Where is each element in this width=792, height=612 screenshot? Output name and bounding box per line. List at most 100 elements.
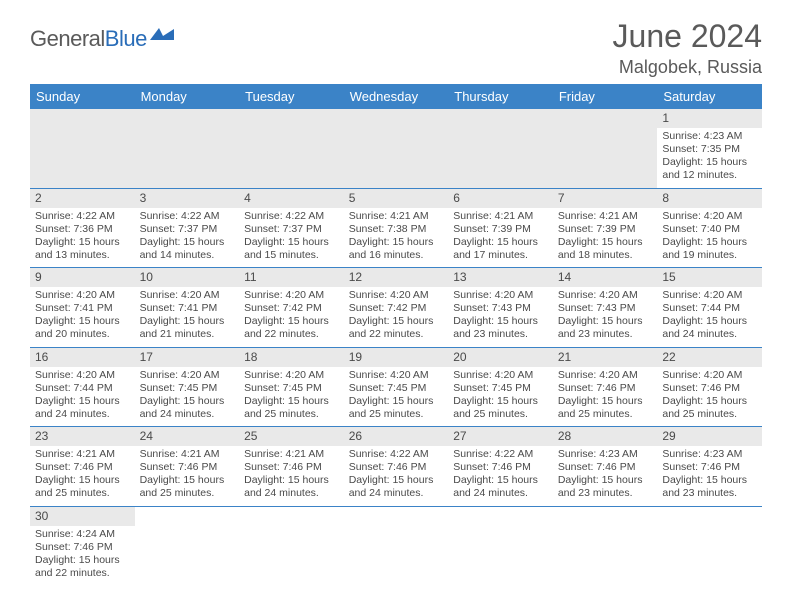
sunrise-line: Sunrise: 4:20 AM — [558, 369, 653, 382]
daylight-line: Daylight: 15 hours and 25 minutes. — [35, 474, 130, 500]
day-number: 12 — [344, 268, 449, 287]
daylight-line: Daylight: 15 hours and 20 minutes. — [35, 315, 130, 341]
sunrise-line: Sunrise: 4:21 AM — [558, 210, 653, 223]
calendar-cell: 30Sunrise: 4:24 AMSunset: 7:46 PMDayligh… — [30, 506, 135, 585]
daylight-line: Daylight: 15 hours and 14 minutes. — [140, 236, 235, 262]
sunrise-line: Sunrise: 4:21 AM — [349, 210, 444, 223]
day-number: 10 — [135, 268, 240, 287]
calendar-cell: 15Sunrise: 4:20 AMSunset: 7:44 PMDayligh… — [657, 268, 762, 348]
sunrise-line: Sunrise: 4:20 AM — [35, 369, 130, 382]
daylight-line: Daylight: 15 hours and 24 minutes. — [244, 474, 339, 500]
sunset-line: Sunset: 7:45 PM — [244, 382, 339, 395]
daylight-line: Daylight: 15 hours and 21 minutes. — [140, 315, 235, 341]
day-number: 2 — [30, 189, 135, 208]
brand-logo: GeneralBlue — [30, 26, 175, 52]
calendar-cell — [448, 109, 553, 188]
calendar-cell: 29Sunrise: 4:23 AMSunset: 7:46 PMDayligh… — [657, 427, 762, 507]
calendar-cell — [135, 506, 240, 585]
sunset-line: Sunset: 7:39 PM — [453, 223, 548, 236]
calendar-body: 1Sunrise: 4:23 AMSunset: 7:35 PMDaylight… — [30, 109, 762, 585]
sunset-line: Sunset: 7:38 PM — [349, 223, 444, 236]
sunset-line: Sunset: 7:36 PM — [35, 223, 130, 236]
calendar-page: GeneralBlue June 2024 Malgobek, Russia S… — [0, 0, 792, 595]
sunrise-line: Sunrise: 4:21 AM — [453, 210, 548, 223]
header-row: GeneralBlue June 2024 Malgobek, Russia — [30, 18, 762, 78]
sunset-line: Sunset: 7:42 PM — [349, 302, 444, 315]
sunrise-line: Sunrise: 4:20 AM — [140, 369, 235, 382]
day-number: 19 — [344, 348, 449, 367]
sunrise-line: Sunrise: 4:21 AM — [244, 448, 339, 461]
daylight-line: Daylight: 15 hours and 22 minutes. — [244, 315, 339, 341]
calendar-cell: 9Sunrise: 4:20 AMSunset: 7:41 PMDaylight… — [30, 268, 135, 348]
sunset-line: Sunset: 7:46 PM — [244, 461, 339, 474]
day-number: 13 — [448, 268, 553, 287]
calendar-cell: 11Sunrise: 4:20 AMSunset: 7:42 PMDayligh… — [239, 268, 344, 348]
sunrise-line: Sunrise: 4:20 AM — [244, 289, 339, 302]
sunset-line: Sunset: 7:43 PM — [558, 302, 653, 315]
sunset-line: Sunset: 7:46 PM — [35, 461, 130, 474]
day-number: 4 — [239, 189, 344, 208]
sunset-line: Sunset: 7:39 PM — [558, 223, 653, 236]
day-number: 28 — [553, 427, 658, 446]
daylight-line: Daylight: 15 hours and 23 minutes. — [558, 474, 653, 500]
day-number: 14 — [553, 268, 658, 287]
calendar-week: 2Sunrise: 4:22 AMSunset: 7:36 PMDaylight… — [30, 188, 762, 268]
calendar-cell: 28Sunrise: 4:23 AMSunset: 7:46 PMDayligh… — [553, 427, 658, 507]
sunset-line: Sunset: 7:46 PM — [453, 461, 548, 474]
daylight-line: Daylight: 15 hours and 25 minutes. — [453, 395, 548, 421]
day-number: 24 — [135, 427, 240, 446]
calendar-table: SundayMondayTuesdayWednesdayThursdayFrid… — [30, 84, 762, 585]
day-header: Tuesday — [239, 84, 344, 109]
calendar-week: 30Sunrise: 4:24 AMSunset: 7:46 PMDayligh… — [30, 506, 762, 585]
calendar-cell — [344, 506, 449, 585]
sunset-line: Sunset: 7:46 PM — [140, 461, 235, 474]
calendar-header: SundayMondayTuesdayWednesdayThursdayFrid… — [30, 84, 762, 109]
title-block: June 2024 Malgobek, Russia — [613, 18, 762, 78]
sunset-line: Sunset: 7:37 PM — [140, 223, 235, 236]
calendar-cell — [30, 109, 135, 188]
calendar-cell: 18Sunrise: 4:20 AMSunset: 7:45 PMDayligh… — [239, 347, 344, 427]
daylight-line: Daylight: 15 hours and 23 minutes. — [662, 474, 757, 500]
sunrise-line: Sunrise: 4:20 AM — [349, 369, 444, 382]
day-number: 11 — [239, 268, 344, 287]
day-number: 26 — [344, 427, 449, 446]
calendar-cell: 16Sunrise: 4:20 AMSunset: 7:44 PMDayligh… — [30, 347, 135, 427]
calendar-week: 16Sunrise: 4:20 AMSunset: 7:44 PMDayligh… — [30, 347, 762, 427]
calendar-cell: 23 Sunrise: 4:21 AMSunset: 7:46 PMDayligh… — [30, 427, 135, 507]
brand-part2: Blue — [105, 26, 147, 52]
calendar-cell: 14Sunrise: 4:20 AMSunset: 7:43 PMDayligh… — [553, 268, 658, 348]
sunset-line: Sunset: 7:46 PM — [662, 382, 757, 395]
sunrise-line: Sunrise: 4:21 AM — [35, 448, 130, 461]
calendar-cell: 5Sunrise: 4:21 AMSunset: 7:38 PMDaylight… — [344, 188, 449, 268]
day-header: Sunday — [30, 84, 135, 109]
daylight-line: Daylight: 15 hours and 18 minutes. — [558, 236, 653, 262]
sunset-line: Sunset: 7:35 PM — [662, 143, 757, 156]
sunrise-line: Sunrise: 4:20 AM — [349, 289, 444, 302]
day-number: 9 — [30, 268, 135, 287]
day-number: 23 — [30, 427, 135, 446]
sunrise-line: Sunrise: 4:22 AM — [35, 210, 130, 223]
calendar-cell — [135, 109, 240, 188]
location-label: Malgobek, Russia — [613, 57, 762, 78]
sunrise-line: Sunrise: 4:22 AM — [244, 210, 339, 223]
daylight-line: Daylight: 15 hours and 22 minutes. — [35, 554, 130, 580]
calendar-cell — [448, 506, 553, 585]
day-number: 1 — [657, 109, 762, 128]
daylight-line: Daylight: 15 hours and 15 minutes. — [244, 236, 339, 262]
day-header: Monday — [135, 84, 240, 109]
sunset-line: Sunset: 7:43 PM — [453, 302, 548, 315]
sunset-line: Sunset: 7:44 PM — [35, 382, 130, 395]
sunrise-line: Sunrise: 4:20 AM — [558, 289, 653, 302]
sunrise-line: Sunrise: 4:22 AM — [453, 448, 548, 461]
daylight-line: Daylight: 15 hours and 24 minutes. — [453, 474, 548, 500]
calendar-cell: 26Sunrise: 4:22 AMSunset: 7:46 PMDayligh… — [344, 427, 449, 507]
day-number: 15 — [657, 268, 762, 287]
daylight-line: Daylight: 15 hours and 23 minutes. — [453, 315, 548, 341]
sunrise-line: Sunrise: 4:20 AM — [662, 210, 757, 223]
day-number: 21 — [553, 348, 658, 367]
sunrise-line: Sunrise: 4:20 AM — [140, 289, 235, 302]
day-number: 18 — [239, 348, 344, 367]
daylight-line: Daylight: 15 hours and 12 minutes. — [662, 156, 757, 182]
daylight-line: Daylight: 15 hours and 13 minutes. — [35, 236, 130, 262]
calendar-cell — [553, 506, 658, 585]
